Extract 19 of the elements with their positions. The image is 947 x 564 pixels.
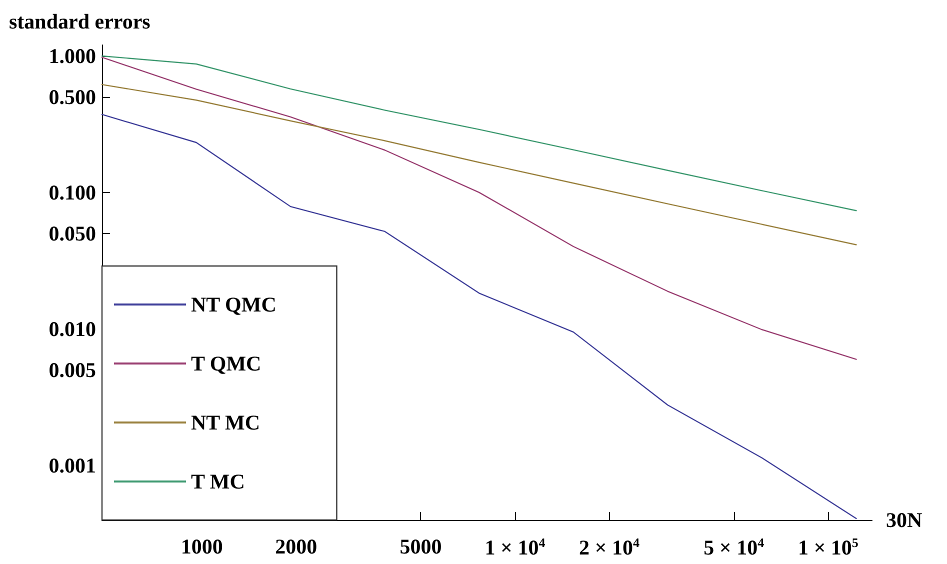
x-tick-label: 1000 xyxy=(180,534,223,558)
y-tick-label: 1.000 xyxy=(48,44,96,68)
y-tick-label: 0.001 xyxy=(48,454,96,478)
legend-label: T MC xyxy=(191,470,245,494)
x-axis-title: 30N xyxy=(886,508,922,532)
y-tick-label: 0.500 xyxy=(48,84,96,109)
y-tick-label: 0.100 xyxy=(48,180,96,204)
line-series xyxy=(101,84,857,246)
y-tick-label: 0.050 xyxy=(48,222,96,246)
y-tick-label: 0.005 xyxy=(48,358,96,382)
x-tick-label: 5000 xyxy=(400,534,442,558)
y-tick-label: 0.010 xyxy=(48,317,96,342)
line-series xyxy=(101,114,857,520)
y-axis-title: standard errors xyxy=(9,10,150,34)
x-tick-label: 2000 xyxy=(275,534,318,558)
legend-label: NT MC xyxy=(191,410,260,434)
legend-label: NT QMC xyxy=(191,292,276,316)
legend-label: T QMC xyxy=(191,352,262,376)
line-series xyxy=(101,55,857,212)
